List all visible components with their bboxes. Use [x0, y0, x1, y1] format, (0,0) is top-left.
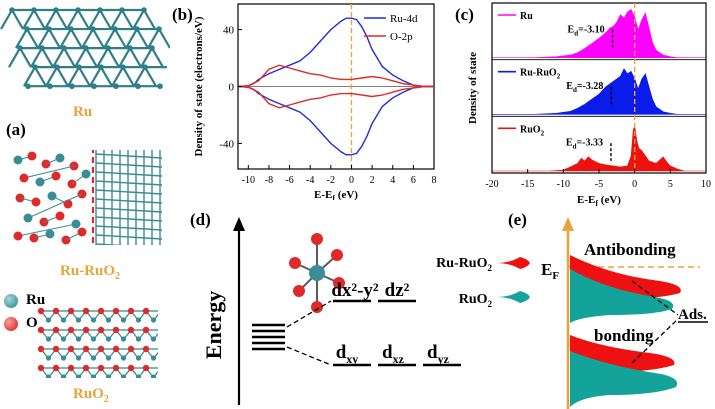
t2g-label-yz: dyz — [427, 342, 450, 366]
eg1-label: dx²-y² — [331, 280, 379, 301]
chart-c-area-1 — [491, 68, 707, 115]
panel-c-label: (c) — [455, 5, 474, 24]
chart-c-xtick-label: -5 — [595, 179, 603, 190]
chart-c-xtick-label: -15 — [521, 179, 534, 190]
chart-c-ylabel: Density of state — [467, 52, 479, 124]
chart-c-ed-label: Ed=-3.28 — [566, 81, 603, 94]
degenerate-levels — [252, 323, 285, 351]
chart-c-legend-label: Ru-RuO2 — [520, 68, 561, 81]
octahedron-icon — [289, 233, 345, 313]
chart-b-xlabel: E-Ef (eV) — [314, 189, 358, 200]
chart-b-xtick-label: -2 — [327, 175, 335, 186]
chart-b-ytick-label: -40 — [219, 138, 234, 150]
ru-ruo2-interface-image — [13, 150, 163, 245]
chart-c-legend-label: RuO2 — [520, 124, 545, 137]
chart-c-xtick-label: 5 — [668, 179, 673, 190]
chart-b-series-1-down — [237, 85, 434, 109]
chart-c-area-2 — [492, 125, 706, 172]
legend-ru: Ru — [4, 292, 45, 309]
band-axis-arrow-icon — [562, 217, 574, 231]
chart-c-xtick-label: 10 — [701, 179, 711, 190]
bonding-teal-lobe — [570, 351, 678, 407]
chart-c-ed-label: Ed=-3.33 — [566, 138, 603, 151]
ru-ruo2-label: Ru-RuO2 — [60, 263, 121, 282]
ru-ruo2-peak-icon — [496, 257, 530, 269]
chart-b-series-0-up — [237, 17, 434, 88]
legend-o: O — [4, 315, 45, 332]
chart-b-legend-label: O-2p — [390, 31, 413, 43]
panel-d-label: (d) — [190, 210, 211, 229]
chart-b-xtick-label: 8 — [432, 175, 437, 186]
chart-c-legend-label: Ru — [520, 11, 533, 22]
chart-b-ylabel: Density of state (electrons/eV) — [193, 16, 205, 156]
energy-label: Energy — [201, 291, 226, 359]
chart-b-xtick-label: 6 — [411, 175, 416, 186]
ru-ruo2-peak-label: Ru-RuO2 — [436, 256, 492, 273]
t2g-label-xz: dxz — [382, 342, 405, 366]
atom-legend: Ru O — [4, 292, 45, 332]
energy-arrow-icon — [233, 217, 245, 231]
ruo2-label: RuO2 — [73, 386, 109, 405]
chart-b-series-0-down — [237, 85, 434, 156]
panel-b-label: (b) — [172, 5, 193, 24]
chart-b-xtick-label: -6 — [285, 175, 293, 186]
chart-b-xtick-label: -10 — [242, 175, 255, 186]
panel-a-label: (a) — [6, 120, 26, 139]
chart-b-xtick-label: 0 — [349, 175, 354, 186]
chart-c-xtick-label: 0 — [632, 179, 637, 190]
ruo2-peak-label: RuO2 — [459, 292, 493, 309]
t2g-label-xy: dxy — [336, 342, 359, 366]
chart-c-xtick-label: -20 — [485, 179, 498, 190]
chart-b-ytick-label: 0 — [229, 82, 235, 94]
panel-e-label: (e) — [508, 210, 527, 229]
ads-label: Ads. — [678, 307, 707, 323]
chart-b-xtick-label: -4 — [306, 175, 314, 186]
band-diagram: Ru-RuO2 RuO2 EF Antibonding bonding Ads. — [436, 217, 708, 409]
chart-c-area-0 — [491, 9, 707, 58]
chart-b-xtick-label: 4 — [390, 175, 395, 186]
energy-diagram: Energy dx²-y² dz² dxy dxz dyz — [201, 217, 461, 405]
chart-b-xtick-label: 2 — [370, 175, 375, 186]
chart-b-series-1-up — [237, 64, 434, 88]
ru-atom-icon — [4, 293, 18, 308]
ruo2-peak-icon — [496, 291, 530, 303]
chart-b-xtick-label: -8 — [265, 175, 273, 186]
ru-label: Ru — [73, 104, 93, 120]
chart-c-xlabel: E-Ef (eV) — [577, 194, 621, 208]
bonding-label: bonding — [594, 326, 654, 345]
chart-b-legend-label: Ru-4d — [390, 13, 418, 25]
chart-c-xtick-label: -10 — [557, 179, 570, 190]
antibonding-teal-lobe — [570, 269, 674, 323]
dos-chart-c: Ru Ed=-3.10 Ru-RuO2 Ed=-3.28 RuO2 Ed=-3.33 -20… — [467, 2, 711, 208]
o-atom-icon — [4, 316, 18, 331]
chart-c-ed-label: Ed=-3.10 — [568, 24, 605, 37]
ru-lattice-image — [0, 7, 170, 90]
dos-chart-b: -10 -8 -6 -4 -2 0 2 4 6 8 40 0 -40 Density of state (… — [193, 3, 437, 200]
antibonding-label: Antibonding — [584, 240, 676, 259]
eg2-label: dz² — [385, 280, 410, 301]
fermi-label: EF — [541, 260, 559, 282]
ruo2-lattice-image — [37, 307, 158, 378]
chart-b-ytick-label: 40 — [223, 25, 235, 37]
